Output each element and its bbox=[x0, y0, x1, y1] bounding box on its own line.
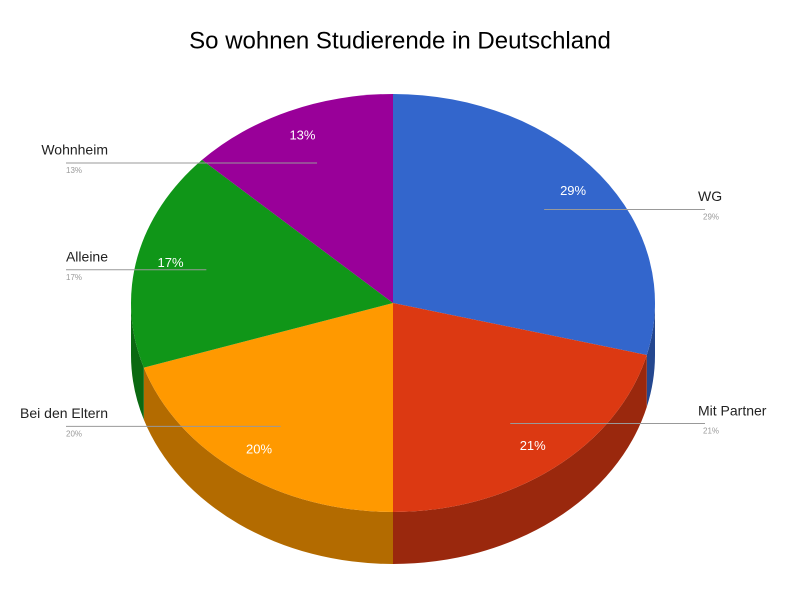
legend-label: Wohnheim bbox=[41, 142, 108, 158]
slice-label: 29% bbox=[560, 183, 586, 198]
slice bbox=[131, 159, 393, 368]
slice-label: 20% bbox=[246, 442, 272, 457]
legend-value: 20% bbox=[66, 430, 82, 439]
legend-label: Alleine bbox=[66, 248, 108, 264]
chart-title: So wohnen Studierende in Deutschland bbox=[189, 27, 611, 54]
legend-value: 21% bbox=[703, 427, 719, 436]
slice-side bbox=[131, 303, 144, 420]
slice bbox=[202, 94, 393, 303]
slice-label: 13% bbox=[289, 128, 315, 143]
legend-label: Bei den Eltern bbox=[20, 405, 108, 421]
slice-side bbox=[393, 354, 647, 564]
slice bbox=[143, 303, 393, 512]
legend-label: WG bbox=[698, 188, 722, 204]
legend-value: 17% bbox=[66, 273, 82, 282]
slice-label: 21% bbox=[520, 438, 546, 453]
slice-side bbox=[143, 367, 393, 564]
slice-side bbox=[646, 303, 655, 407]
legend-value: 13% bbox=[66, 166, 82, 175]
legend-value: 29% bbox=[703, 213, 719, 222]
slice bbox=[393, 303, 647, 512]
slice bbox=[393, 94, 655, 355]
slice-label: 17% bbox=[158, 255, 184, 270]
legend-label: Mit Partner bbox=[698, 402, 767, 418]
